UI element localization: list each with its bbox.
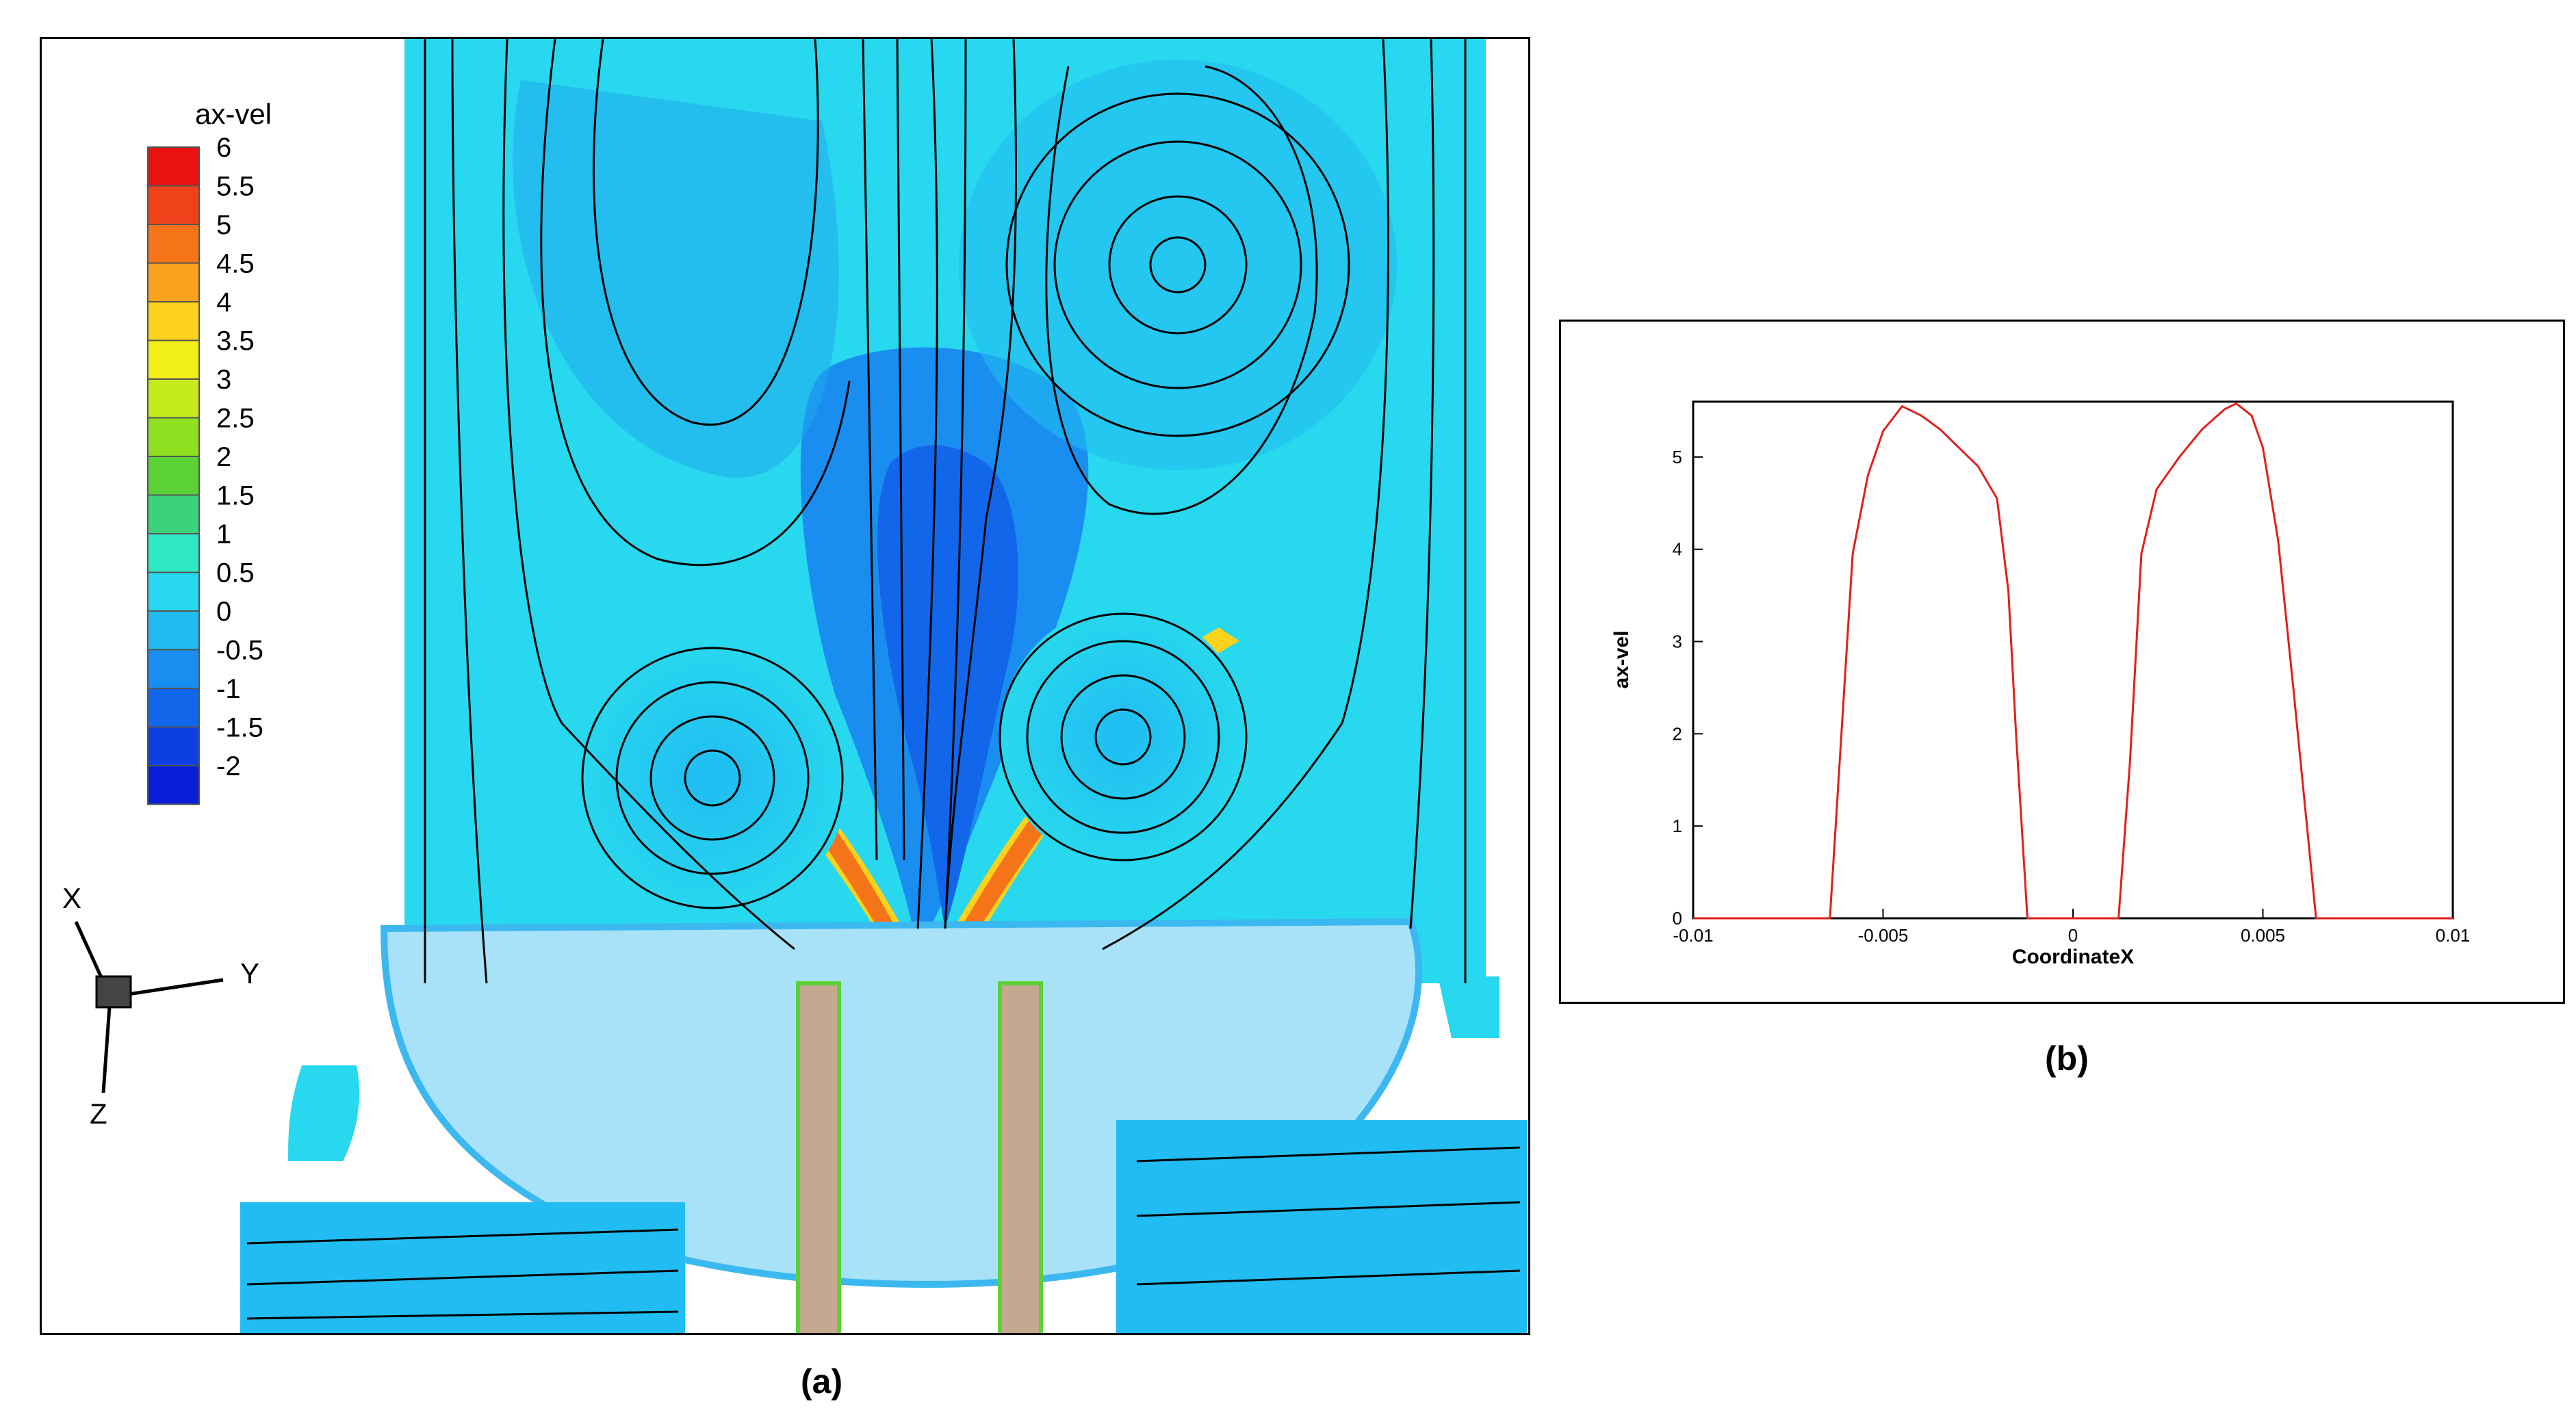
y-axis-label: Y <box>240 957 259 989</box>
axis-triad: X Y Z <box>62 882 259 1130</box>
shear-layer-left <box>644 669 918 956</box>
colorbar-swatch <box>147 417 200 457</box>
strong-negative-core <box>877 445 1018 929</box>
colorbar-swatch <box>147 224 200 264</box>
series-line <box>1693 402 2453 920</box>
colorbar-swatch <box>147 765 200 805</box>
colorbar-swatch <box>147 378 200 419</box>
y-tick-label: 4 <box>1673 539 1682 560</box>
colorbar-swatch <box>147 688 200 728</box>
colorbar-swatch <box>147 185 200 225</box>
x-axis-label: X <box>62 882 81 914</box>
y-tick-label: 2 <box>1673 723 1682 744</box>
colorbar-swatch <box>147 649 200 689</box>
colorbar-level-label: 3 <box>216 365 231 395</box>
colorbar-level-label: 2 <box>216 442 231 472</box>
colorbar-swatch <box>147 456 200 496</box>
z-axis-arrow <box>101 996 112 1093</box>
triad-cube <box>95 975 132 1009</box>
line-chart: -0.01 -0.005 0 0.005 0.01 0 1 2 3 4 5 CoordinateX… <box>1610 400 2470 968</box>
colorbar-level-label: 0.5 <box>216 558 255 588</box>
side-lug-right <box>1438 976 1499 1038</box>
side-lug-left <box>288 1065 359 1161</box>
colorbar-level-label: -1.5 <box>216 713 263 743</box>
colorbar-swatch <box>147 146 200 187</box>
colorbar-level-label: 1.5 <box>216 481 255 511</box>
x-tick-label: 0.005 <box>2241 925 2285 946</box>
y-tick-label: 1 <box>1673 816 1682 836</box>
colorbar-swatch <box>147 262 200 302</box>
caption-a: (a) <box>801 1362 843 1401</box>
inlet-slab-right <box>1116 1120 1527 1333</box>
colorbar-swatch <box>147 571 200 612</box>
x-tick-label: -0.01 <box>1673 925 1713 946</box>
colorbar-swatch <box>147 494 200 534</box>
colorbar-level-label: 4 <box>216 287 231 317</box>
feed-pipe-left <box>796 981 841 1333</box>
streamlines <box>246 39 1521 1320</box>
x-tick-label: 0 <box>2068 925 2078 946</box>
colorbar-swatch <box>147 339 200 380</box>
colorbar: 6 5.5 5 4.5 4 3.5 3 2.5 2 1.5 1 0.5 0 -0.5 -1 -1.5 -2 <box>147 133 263 805</box>
colorbar-level-label: 6 <box>216 133 231 163</box>
y-tick-label: 3 <box>1673 632 1682 652</box>
colorbar-level-label: -1 <box>216 674 241 704</box>
jet-right-core <box>945 641 1205 956</box>
contour-plot-panel: ax-vel 6 5.5 5 4.5 4 3.5 3 2.5 2 1.5 1 0.5 0 -0.5 -1 -1… <box>40 37 1530 1335</box>
jet-left-core <box>685 689 911 956</box>
x-axis-ticks: -0.01 -0.005 0 0.005 0.01 <box>1673 909 2470 946</box>
colorbar-level-label: 5.5 <box>216 172 255 202</box>
colorbar-swatch <box>147 533 200 573</box>
inlet-slab-left <box>240 1202 685 1333</box>
x-axis-label: CoordinateX <box>2012 946 2134 968</box>
colorbar-swatch <box>147 726 200 766</box>
y-axis-ticks: 0 1 2 3 4 5 <box>1673 447 1703 929</box>
y-tick-label: 5 <box>1673 447 1682 467</box>
colorbar-swatch <box>147 610 200 651</box>
z-axis-label: Z <box>90 1098 107 1130</box>
contour-plot: ax-vel 6 5.5 5 4.5 4 3.5 3 2.5 2 1.5 1 0.5 0 -0.5 -1 -1… <box>62 39 1527 1333</box>
caption-b: (b) <box>2045 1039 2089 1078</box>
upper-right-vortex <box>959 60 1397 470</box>
plot-frame <box>1692 400 2454 920</box>
colorbar-level-label: 0 <box>216 597 231 627</box>
vortex-right <box>1000 607 1246 867</box>
colorbar-level-label: -0.5 <box>216 636 263 666</box>
colorbar-level-label: 4.5 <box>216 249 255 279</box>
colorbar-swatch <box>147 301 200 341</box>
x-tick-label: 0.01 <box>2436 925 2471 946</box>
line-chart-panel: -0.01 -0.005 0 0.005 0.01 0 1 2 3 4 5 CoordinateX… <box>1559 320 2565 1004</box>
colorbar-level-label: -2 <box>216 751 241 781</box>
colorbar-level-label: 5 <box>216 210 231 240</box>
colorbar-level-label: 3.5 <box>216 326 255 356</box>
colorbar-level-label: 2.5 <box>216 404 255 434</box>
y-axis-label: ax-vel <box>1610 630 1633 688</box>
colorbar-level-label: 1 <box>216 519 231 549</box>
x-tick-label: -0.005 <box>1858 925 1909 946</box>
legend-title: ax-vel <box>195 98 272 130</box>
y-tick-label: 0 <box>1673 908 1682 929</box>
feed-pipe-right <box>998 981 1043 1333</box>
